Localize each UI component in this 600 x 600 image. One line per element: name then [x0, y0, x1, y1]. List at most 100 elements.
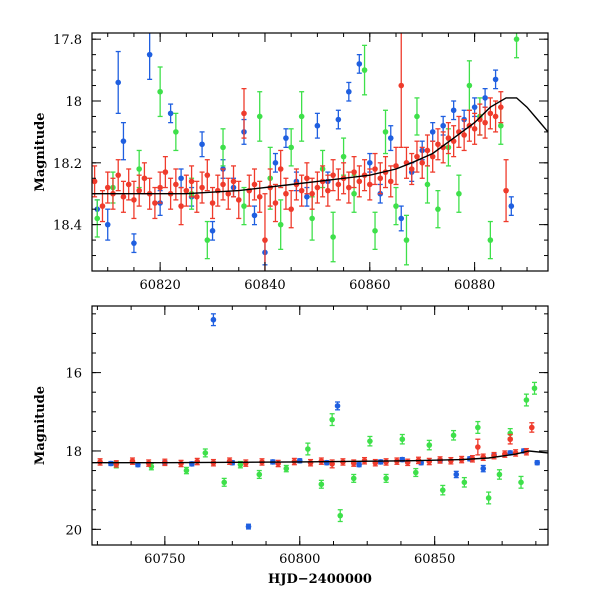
- point-red-37: [288, 206, 294, 212]
- point-red-40: [304, 175, 310, 182]
- point-green-14: [383, 475, 389, 482]
- point-red-53: [372, 166, 378, 172]
- y-tick-label: 18.2: [53, 157, 82, 172]
- point-green-26: [523, 397, 530, 403]
- point-blue-12: [377, 459, 384, 465]
- point-red-26: [448, 457, 454, 464]
- point-green-13: [367, 438, 373, 444]
- point-green-9: [256, 113, 263, 120]
- point-green-12: [350, 475, 357, 482]
- point-blue-5: [146, 51, 153, 58]
- point-red-6: [194, 458, 201, 465]
- point-green-11: [277, 221, 284, 228]
- point-red-39: [298, 187, 305, 194]
- point-green-12: [288, 144, 294, 151]
- point-blue-18: [283, 135, 289, 141]
- point-red-64: [429, 153, 436, 160]
- point-red-72: [471, 126, 478, 132]
- point-red-34: [272, 200, 279, 206]
- point-red-52: [366, 181, 373, 188]
- point-blue-20: [304, 194, 310, 200]
- point-red-29: [475, 444, 481, 450]
- point-green-6: [256, 471, 263, 478]
- point-red-28: [241, 110, 247, 117]
- point-red-15: [173, 181, 179, 188]
- point-red-75: [487, 110, 494, 117]
- y-tick-label: 18: [65, 445, 82, 460]
- point-red-20: [383, 459, 389, 465]
- top-panel: 60820 60840 60860 60880 17.8 18 18.2 18.4 Magnit…: [33, 32, 549, 293]
- point-green-17: [340, 153, 347, 160]
- point-blue-0: [108, 460, 114, 467]
- point-green-19: [361, 67, 368, 73]
- point-red-9: [242, 460, 249, 466]
- point-red-46: [335, 181, 342, 188]
- y-tick-label: 17.8: [53, 33, 82, 48]
- point-green-28: [456, 190, 462, 197]
- point-red-49: [351, 169, 357, 175]
- point-red-30: [480, 454, 487, 461]
- point-red-17: [183, 187, 190, 194]
- point-red-22: [209, 200, 216, 206]
- point-red-48: [346, 184, 352, 191]
- point-red-13: [307, 459, 314, 466]
- point-blue-34: [450, 107, 457, 114]
- point-red-26: [230, 178, 237, 185]
- point-green-13: [298, 113, 305, 120]
- point-green-17: [426, 442, 433, 448]
- point-red-65: [435, 141, 441, 148]
- point-red-7: [131, 197, 137, 203]
- point-red-44: [325, 187, 331, 194]
- series-green: [113, 381, 538, 523]
- y-tick-label: 20: [65, 523, 82, 538]
- point-green-16: [330, 234, 336, 240]
- x-tick-label: 60820: [139, 278, 180, 293]
- point-red-5: [178, 460, 184, 467]
- point-red-21: [204, 172, 211, 178]
- point-green-14: [309, 215, 315, 222]
- point-green-20: [461, 479, 468, 486]
- point-green-25: [424, 181, 431, 188]
- point-green-2: [183, 467, 190, 474]
- point-blue-7: [167, 110, 174, 117]
- bottom-panel-axes: 60750 60800 60850 16 18 20 Magnitude HJD−240000…: [33, 305, 549, 587]
- point-blue-1: [104, 221, 111, 228]
- point-red-50: [356, 178, 363, 185]
- point-blue-18: [480, 465, 487, 472]
- point-green-3: [202, 450, 209, 456]
- point-red-56: [387, 178, 394, 185]
- point-red-67: [445, 135, 452, 141]
- x-tick-label: 60860: [349, 278, 390, 293]
- point-red-36: [529, 424, 535, 431]
- point-green-15: [399, 436, 406, 443]
- point-blue-6: [245, 523, 252, 530]
- point-red-1: [99, 203, 106, 209]
- point-green-18: [351, 190, 357, 197]
- point-green-4: [173, 129, 179, 135]
- point-red-74: [482, 119, 488, 126]
- top-panel-marks: [92, 33, 548, 271]
- point-green-27: [531, 385, 538, 392]
- point-green-3: [157, 88, 163, 95]
- x-tick-label: 60880: [454, 278, 495, 293]
- plot-frame: [91, 305, 549, 546]
- x-axis-title: HJD−2400000: [268, 572, 372, 587]
- point-blue-33: [440, 122, 446, 129]
- x-tick-label: 60800: [279, 552, 320, 567]
- point-red-33: [507, 436, 514, 443]
- point-red-32: [262, 237, 268, 243]
- point-red-60: [408, 166, 415, 172]
- point-blue-17: [272, 160, 279, 166]
- point-blue-3: [120, 138, 127, 144]
- bottom-panel-marks: [92, 313, 548, 530]
- point-green-5: [237, 461, 244, 468]
- x-tick-label: 60750: [144, 552, 185, 567]
- point-blue-39: [508, 203, 515, 209]
- point-blue-4: [131, 240, 137, 246]
- point-red-8: [136, 187, 142, 194]
- top-panel-axes: 60820 60840 60860 60880 17.8 18 18.2 18.4 Magnit…: [33, 32, 549, 293]
- model-curve: [92, 97, 548, 195]
- point-red-27: [235, 197, 242, 203]
- point-green-23: [403, 237, 410, 243]
